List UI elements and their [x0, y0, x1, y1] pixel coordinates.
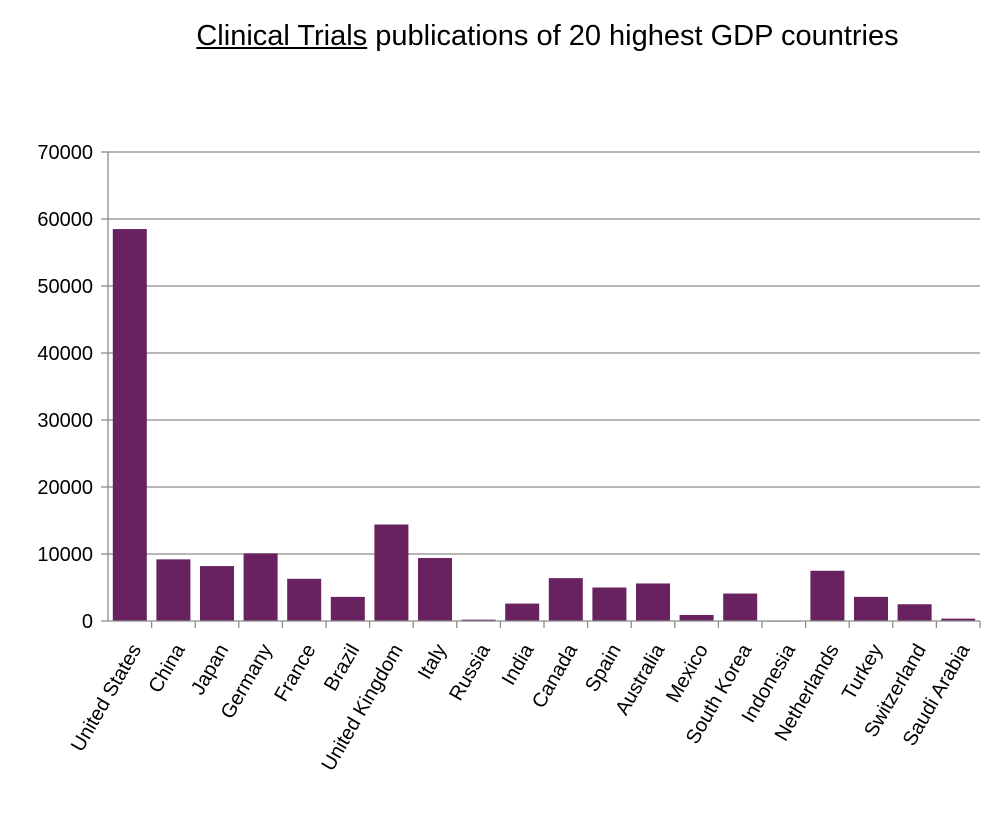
- y-tick-label: 20000: [37, 477, 93, 499]
- y-tick-label: 10000: [37, 544, 93, 566]
- bar-south-korea: [723, 593, 758, 621]
- bar-spain: [592, 587, 627, 621]
- bar-brazil: [330, 596, 365, 621]
- bar-italy: [417, 558, 453, 621]
- x-tick-label: Brazil: [320, 641, 364, 695]
- y-tick-label: 0: [82, 611, 93, 633]
- bar-canada: [548, 578, 583, 621]
- chart-title: Clinical Trials publications of 20 highe…: [0, 20, 1000, 53]
- y-tick-label: 60000: [37, 209, 93, 231]
- bar-saudi-arabia: [941, 618, 976, 621]
- x-tick-label: China: [145, 640, 191, 697]
- bar-germany: [243, 553, 278, 621]
- y-tick-label: 40000: [37, 343, 93, 365]
- x-tick-label: India: [498, 640, 539, 689]
- bar-china: [156, 559, 191, 621]
- x-tick-label: United Kingdom: [318, 641, 408, 775]
- bar-netherlands: [810, 570, 845, 621]
- y-tick-labels: 0 10000 20000 30000 40000 50000 60000 70000: [37, 142, 93, 633]
- bar-india: [505, 603, 540, 621]
- bar-mexico: [679, 614, 714, 621]
- bar-turkey: [853, 596, 889, 621]
- chart-title-rest: publications of 20 highest GDP countries: [367, 20, 899, 52]
- bar-russia: [461, 619, 496, 621]
- gridlines: [101, 151, 980, 622]
- bar-united-states: [112, 229, 147, 622]
- bar-australia: [635, 583, 671, 621]
- x-tick-label: France: [270, 641, 320, 706]
- chart-title-emphasis: Clinical Trials: [196, 20, 368, 52]
- x-tick-label: Spain: [581, 641, 626, 696]
- x-tick-label: Italy: [414, 641, 451, 684]
- y-tick-label: 70000: [37, 142, 93, 164]
- y-tick-label: 30000: [37, 410, 93, 432]
- y-tick-label: 50000: [37, 276, 93, 298]
- bar-switzerland: [897, 604, 932, 621]
- bar-japan: [199, 566, 235, 621]
- x-tick-label: Russia: [445, 640, 495, 705]
- axes: [107, 152, 980, 622]
- x-tick-label: Japan: [187, 641, 233, 699]
- x-tick-label: United States: [67, 641, 146, 756]
- bars: [112, 229, 976, 622]
- bar-france: [287, 578, 322, 621]
- bar-united-kingdom: [374, 524, 409, 621]
